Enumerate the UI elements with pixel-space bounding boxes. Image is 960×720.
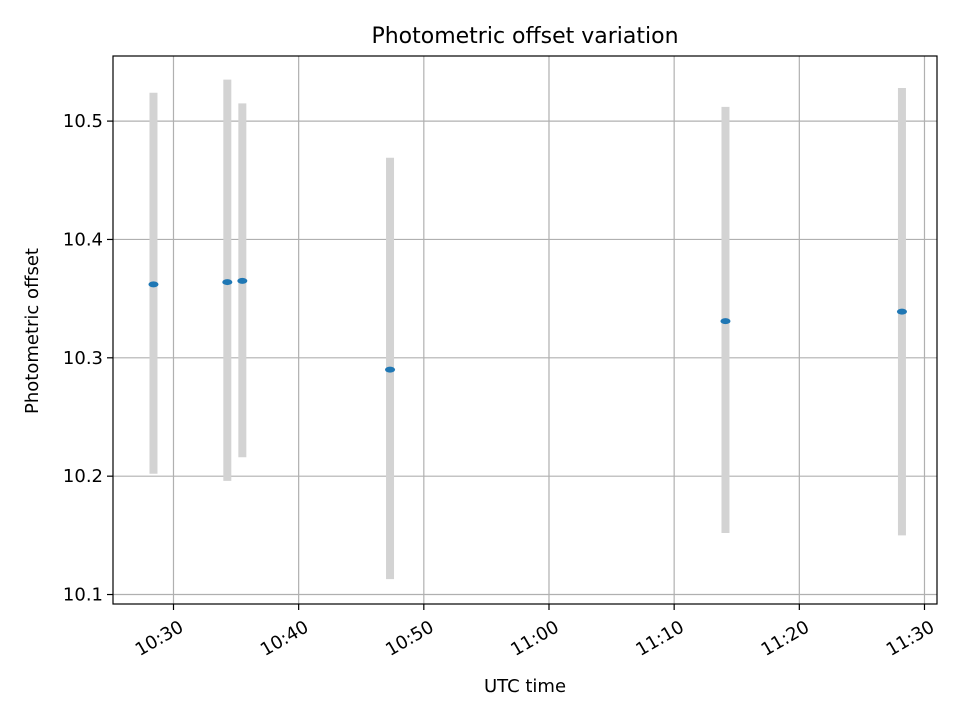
x-tick-label: 11:20 — [758, 617, 813, 661]
plot-frame — [112, 55, 938, 605]
data-point — [720, 318, 731, 325]
data-point — [896, 308, 907, 315]
data-point — [385, 366, 396, 373]
x-tick-label: 10:30 — [132, 617, 187, 661]
x-tick-label: 10:40 — [257, 617, 312, 661]
y-tick-label: 10.1 — [63, 585, 103, 606]
data-point — [222, 279, 233, 286]
x-axis-title: UTC time — [484, 676, 566, 697]
data-points — [148, 277, 907, 373]
y-tick-label: 10.4 — [63, 229, 103, 250]
x-tick-label: 11:30 — [883, 617, 938, 661]
x-axis-ticks: 10:30 10:40 10:50 11:00 11:10 11:20 11:30 — [132, 604, 938, 661]
y-tick-label: 10.3 — [63, 348, 103, 369]
y-axis-title: Photometric offset — [22, 248, 43, 414]
y-tick-label: 10.5 — [63, 111, 103, 132]
x-tick-label: 10:50 — [382, 617, 437, 661]
x-tick-label: 11:00 — [507, 617, 562, 661]
y-tick-label: 10.2 — [63, 466, 103, 487]
data-point — [237, 277, 248, 284]
x-tick-label: 11:10 — [632, 617, 687, 661]
data-point — [148, 281, 159, 288]
y-axis-ticks: 10.1 10.2 10.3 10.4 10.5 — [63, 111, 113, 606]
error-bars — [149, 79, 906, 580]
grid-lines — [113, 56, 937, 604]
chart-title: Photometric offset variation — [371, 24, 678, 49]
